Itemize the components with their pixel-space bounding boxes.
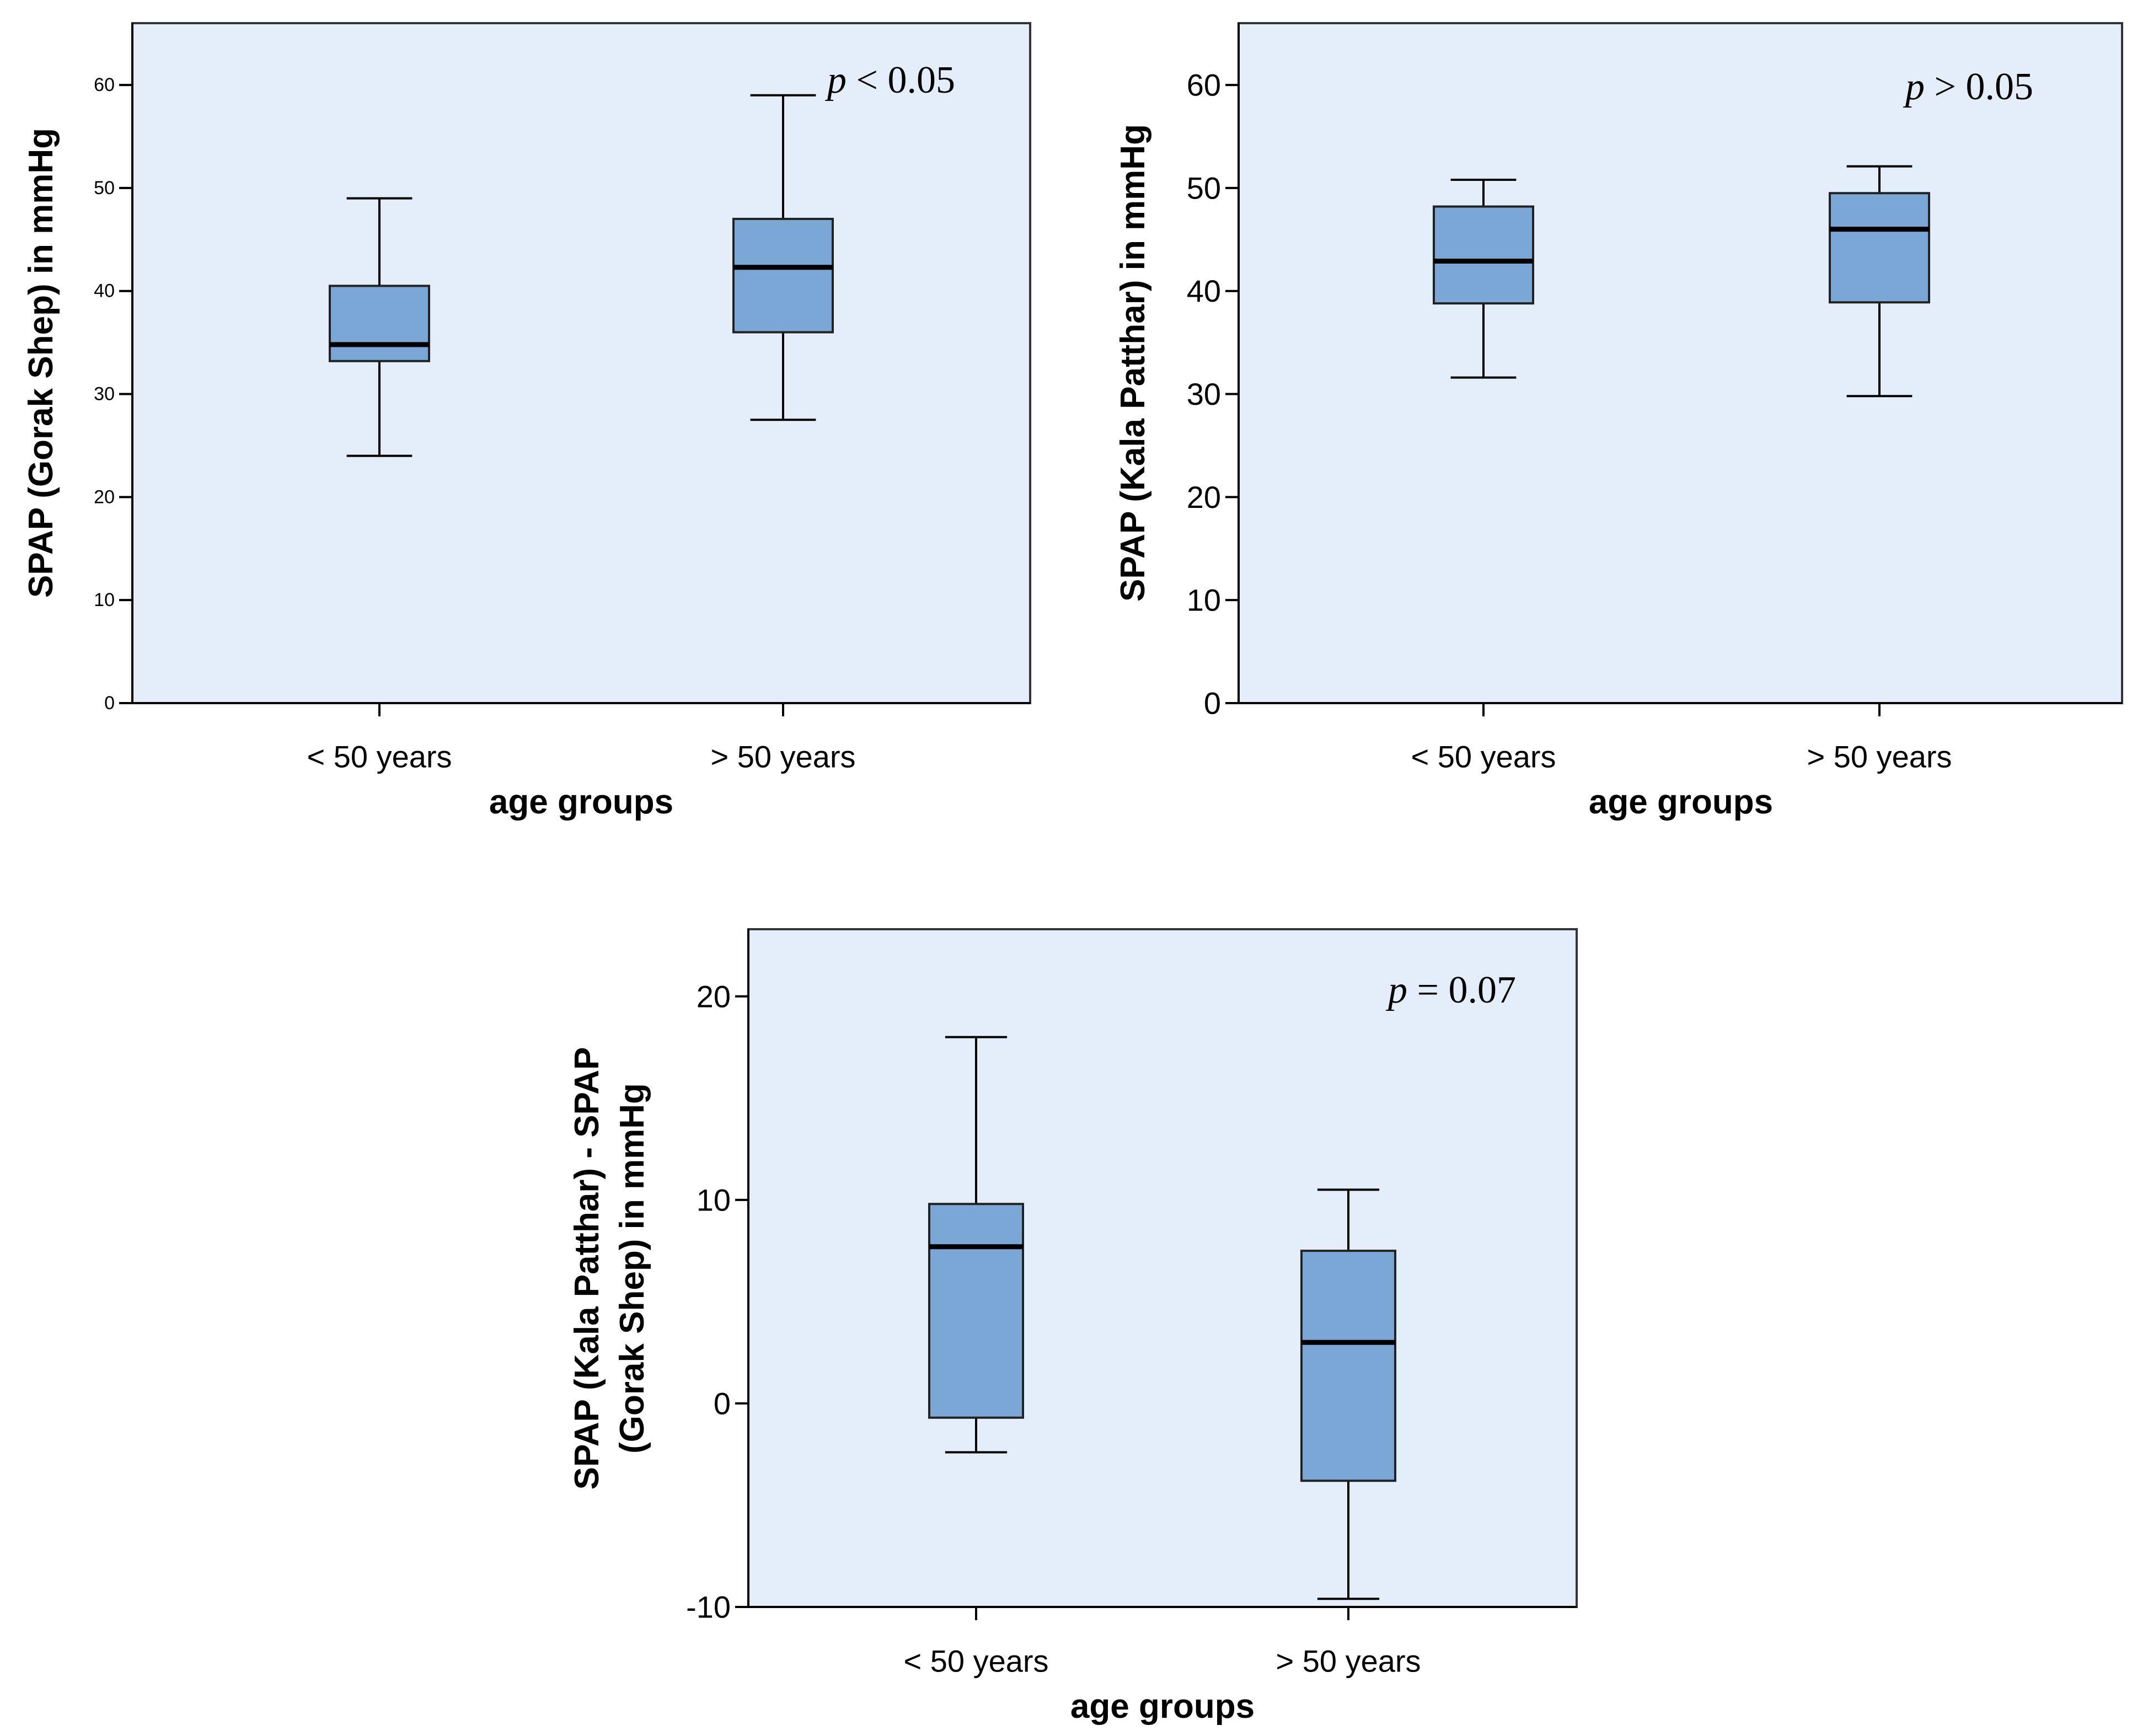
x-tick-label: < 50 years	[1411, 740, 1556, 774]
p-value-text: > 0.05	[1925, 66, 2033, 108]
y-axis-title: SPAP (Kala Patthar) in mmHg	[1114, 124, 1152, 602]
y-tick-label: 40	[94, 281, 115, 302]
iqr-box	[732, 217, 834, 334]
y-tick-label: 30	[1187, 377, 1221, 411]
iqr-box	[329, 285, 430, 362]
plot-area	[1238, 22, 2123, 704]
y-tick-label: 50	[94, 178, 115, 199]
y-axis-title: SPAP (Kala Patthar) - SPAP (Gorak Shep) i…	[568, 1047, 651, 1490]
y-tick-label: 60	[1187, 68, 1221, 103]
y-tick-label: 10	[697, 1182, 731, 1217]
y-tick-label: 40	[1187, 274, 1221, 308]
x-tick-label: > 50 years	[1276, 1644, 1421, 1679]
x-axis-title: age groups	[489, 783, 673, 821]
p-value-annotation: p < 0.05	[824, 59, 955, 101]
x-axis-title: age groups	[1070, 1687, 1255, 1726]
y-tick-label: 30	[94, 384, 115, 405]
p-value-annotation: p = 0.07	[1385, 969, 1516, 1011]
iqr-box	[1829, 192, 1930, 304]
y-axis-title: SPAP (Gorak Shep) in mmHg	[22, 128, 60, 598]
box-1	[329, 197, 430, 457]
box-2	[1300, 1188, 1396, 1600]
x-tick-label: < 50 years	[307, 740, 452, 774]
y-axis-title-line: SPAP (Kala Patthar) - SPAP	[568, 1047, 606, 1490]
plot-area	[131, 22, 1031, 704]
chart-1: 0 10 20 30 40 50 60 < 50 years > 50 years SPAP (G…	[22, 22, 1031, 821]
x-tick-label: > 50 years	[710, 740, 855, 774]
box-2	[732, 94, 834, 421]
y-tick-label: 0	[714, 1386, 731, 1421]
iqr-box	[1433, 205, 1534, 305]
box-1	[928, 1036, 1024, 1454]
y-tick-label: 20	[94, 486, 115, 507]
box-1	[1433, 178, 1534, 379]
y-tick-label: 20	[697, 979, 731, 1014]
y-tick-label: -10	[686, 1590, 731, 1625]
x-tick-label: < 50 years	[903, 1644, 1048, 1679]
y-tick-label: 10	[94, 590, 115, 610]
chart-2: 0 10 20 30 40 50 60 < 50 years > 50 years SPAP (K…	[1114, 22, 2123, 821]
y-tick-label: 60	[94, 74, 115, 95]
p-symbol: p	[1385, 969, 1407, 1011]
y-tick-label: 0	[1204, 686, 1221, 721]
plot-area	[747, 928, 1578, 1608]
y-axis-title-line: (Gorak Shep) in mmHg	[613, 1083, 651, 1454]
p-value-annotation: p > 0.05	[1903, 66, 2033, 108]
y-tick-label: 20	[1187, 480, 1221, 515]
p-value-text: < 0.05	[847, 59, 955, 101]
p-symbol: p	[1903, 66, 1925, 108]
y-tick-label: 0	[104, 693, 115, 714]
x-tick-label: > 50 years	[1807, 740, 1952, 774]
chart-3: -10 0 10 20 < 50 years > 50 years SPAP (Kala P…	[568, 928, 1578, 1726]
p-symbol: p	[824, 59, 847, 101]
x-axis-title: age groups	[1589, 783, 1773, 821]
p-value-text: = 0.07	[1407, 969, 1516, 1011]
iqr-box	[1300, 1250, 1396, 1482]
iqr-box	[928, 1203, 1024, 1419]
y-tick-label: 10	[1187, 583, 1221, 618]
box-2	[1829, 165, 1930, 398]
y-tick-label: 50	[1187, 170, 1221, 205]
